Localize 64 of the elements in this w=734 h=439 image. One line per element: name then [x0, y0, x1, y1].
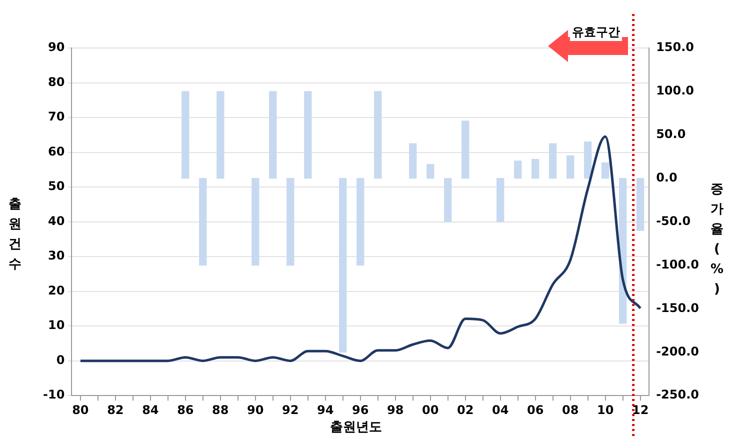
x-tick-label: 00 [422, 402, 439, 417]
bar [584, 142, 592, 179]
text: 유효구간 [570, 24, 622, 41]
x-tick-label: 06 [526, 402, 544, 417]
bar [601, 162, 610, 179]
y2-tick-label: -250.0 [656, 388, 699, 402]
y2-tick-label: -200.0 [656, 344, 699, 358]
bar [304, 91, 312, 179]
bar [182, 91, 190, 179]
bar [636, 178, 644, 231]
y2-tick-label: -150.0 [656, 300, 699, 315]
bar [549, 143, 557, 179]
y-axis-title: 출원건수 [8, 196, 22, 274]
x-tick-label: 98 [387, 402, 404, 417]
y2-axis-title: 증가율(%) [709, 181, 725, 299]
bar [339, 178, 347, 352]
y-tick-label: -10 [42, 388, 65, 402]
x-tick-label: 80 [72, 402, 89, 417]
x-tick-label: 02 [457, 402, 474, 417]
x-tick-label: 96 [352, 402, 369, 417]
y-tick-label: 70 [48, 110, 65, 124]
x-tick-label: 12 [632, 402, 649, 417]
x-axis-title: 출원년도 [330, 419, 382, 436]
y2-tick-label: -50.0 [656, 214, 691, 228]
x-tick-label: 92 [282, 402, 299, 417]
x-tick-label: 04 [492, 402, 509, 417]
x-tick-label: 94 [317, 402, 334, 417]
x-tick-label: 86 [177, 402, 194, 417]
y-tick-label: 50 [48, 179, 65, 194]
bar [514, 160, 522, 179]
bar [269, 91, 277, 179]
bar [566, 155, 574, 179]
y2-tick-label: -100.0 [656, 257, 699, 272]
bar [252, 178, 260, 266]
bar [286, 178, 294, 266]
y-tick-label: 40 [48, 214, 65, 228]
bar [356, 178, 364, 266]
y2-tick-label: 100.0 [656, 84, 694, 98]
y-tick-label: 20 [48, 283, 65, 298]
x-tick-label: 08 [562, 402, 579, 417]
y2-tick-label: 0.0 [656, 170, 678, 184]
bar [426, 164, 434, 179]
bar [409, 143, 417, 179]
x-tick-label: 88 [212, 402, 229, 417]
line-series [79, 135, 642, 362]
bar [532, 158, 540, 179]
bar [216, 91, 224, 179]
bar [496, 178, 504, 222]
x-tick-label: 90 [247, 402, 264, 417]
bar [444, 178, 452, 222]
y-tick-label: 60 [48, 144, 65, 158]
y-tick-label: 80 [48, 74, 65, 89]
y-tick-label: 30 [48, 248, 65, 263]
y-tick-label: 10 [48, 318, 65, 332]
bar [374, 91, 382, 179]
y-tick-label: 90 [48, 40, 65, 54]
y2-tick-label: 150.0 [656, 40, 694, 54]
y2-tick-label: 50.0 [656, 127, 686, 142]
bar [462, 120, 470, 179]
y-tick-label: 0 [56, 352, 65, 367]
bar [199, 178, 207, 266]
x-tick-label: 10 [596, 402, 614, 417]
x-tick-label: 82 [107, 402, 124, 417]
x-tick-label: 84 [142, 402, 159, 417]
